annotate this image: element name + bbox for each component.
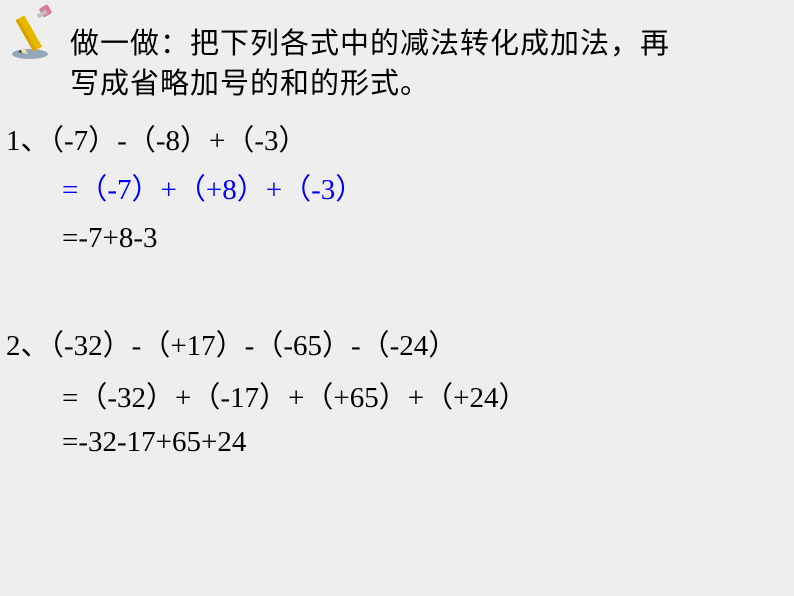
pencil-icon	[10, 4, 66, 65]
problem2-result: =-32-17+65+24	[62, 426, 246, 459]
problem1-question: 1、（-7）-（-8）+（-3）	[6, 117, 307, 159]
problem1-step1: =（-7）+（+8）+（-3）	[62, 166, 364, 208]
problem1-result: =-7+8-3	[62, 222, 158, 255]
instruction-text-line2: 写成省略加号的和的形式。	[70, 60, 430, 102]
problem2-step1: =（-32）+（-17）+（+65）+（+24）	[62, 374, 527, 416]
instruction-text-line1: 做一做：把下列各式中的减法转化成加法，再	[70, 20, 670, 62]
problem2-question: 2、（-32）-（+17）-（-65）-（-24）	[6, 322, 457, 364]
